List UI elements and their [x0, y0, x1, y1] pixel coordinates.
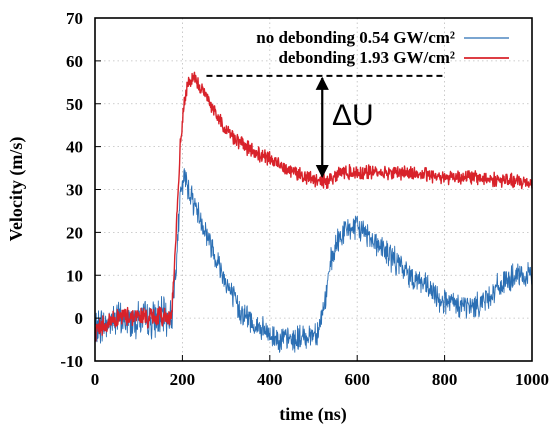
- x-tick-label: 0: [91, 370, 100, 389]
- y-tick-label: 40: [66, 138, 83, 157]
- legend-label-series-0: no debonding 0.54 GW/cm²: [256, 28, 455, 47]
- y-tick-label: 70: [66, 9, 83, 28]
- y-tick-label: 50: [66, 95, 83, 114]
- x-tick-label: 400: [257, 370, 283, 389]
- annotations: [206, 74, 443, 178]
- y-axis-title: Velocity (m/s): [6, 137, 27, 242]
- data-series: [94, 71, 533, 353]
- tick-labels: 0 200 400 600 800 1000 -10 0 10 20 30 40 50 60 70: [60, 9, 549, 389]
- y-tick-label: 30: [66, 181, 83, 200]
- legend: no debonding 0.54 GW/cm² debonding 1.93 …: [256, 28, 509, 67]
- y-tick-label: 10: [66, 266, 83, 285]
- series-1-line: [94, 71, 533, 342]
- y-tick-label: 60: [66, 52, 83, 71]
- y-tick-label: 0: [75, 309, 84, 328]
- series-0-line: [94, 168, 533, 353]
- x-tick-label: 1000: [515, 370, 549, 389]
- y-tick-label: -10: [60, 352, 83, 371]
- x-tick-label: 800: [432, 370, 458, 389]
- delta-u-label: ΔU: [332, 99, 374, 132]
- x-tick-label: 600: [344, 370, 370, 389]
- y-tick-label: 20: [66, 223, 83, 242]
- legend-label-series-1: debonding 1.93 GW/cm²: [278, 48, 455, 67]
- x-tick-label: 200: [170, 370, 196, 389]
- x-axis-title: time (ns): [279, 404, 346, 425]
